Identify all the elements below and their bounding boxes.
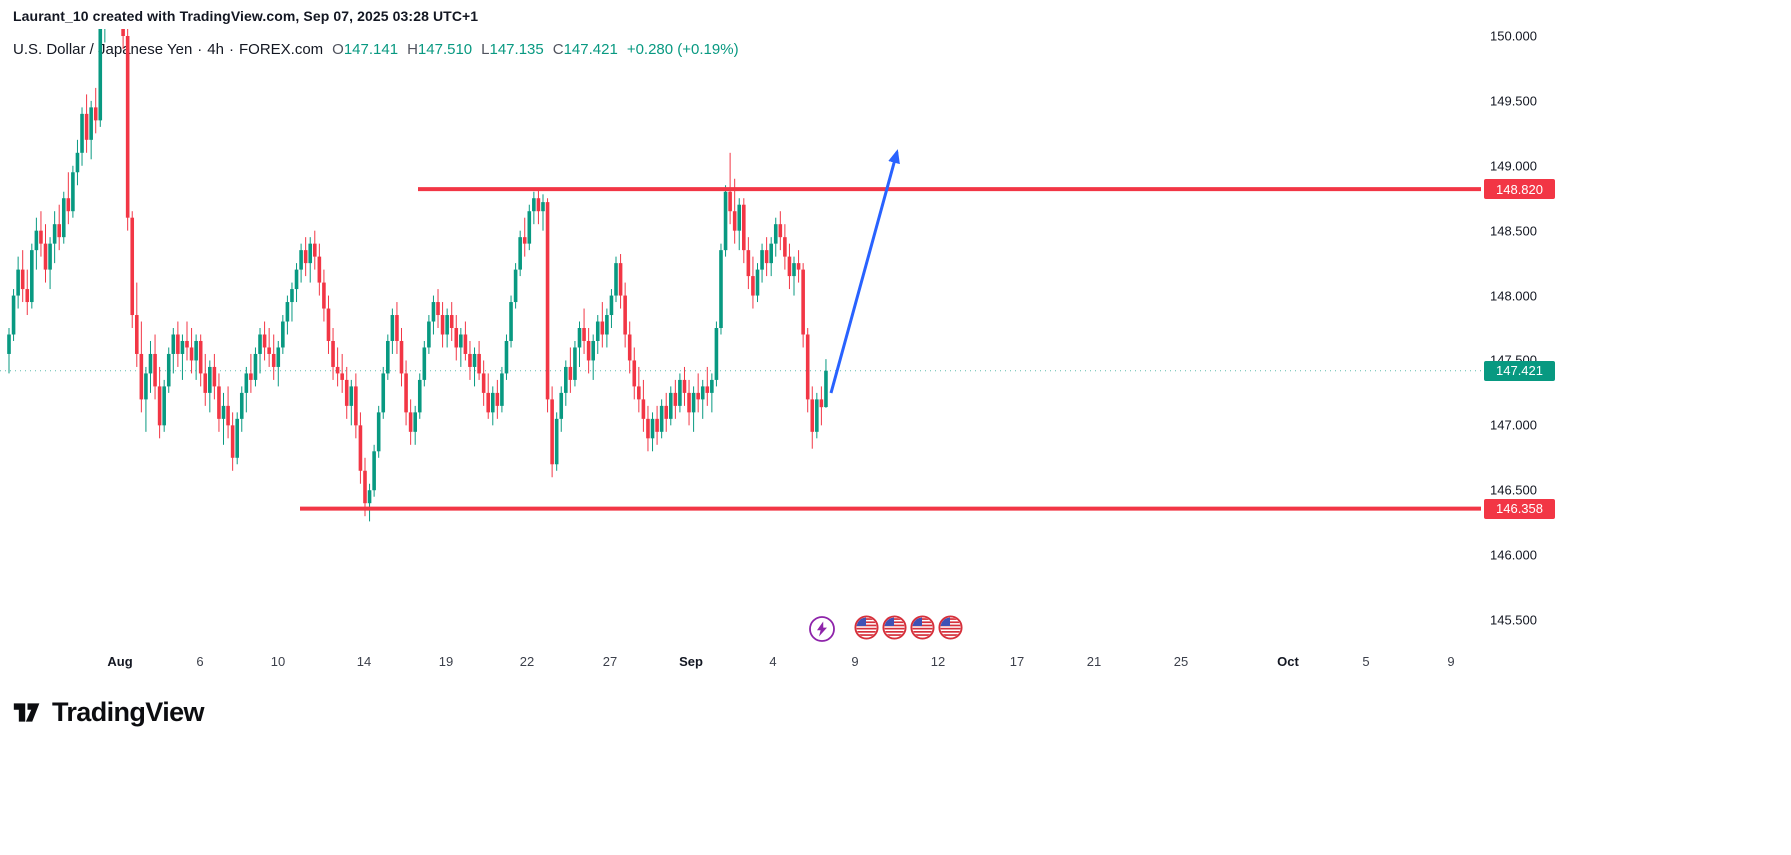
- time-tick-19: 19: [438, 654, 454, 669]
- price-tick: 149.000: [1490, 158, 1537, 174]
- time-tick-9: 9: [1447, 654, 1455, 669]
- ohlc-open: O147.141: [332, 41, 398, 58]
- time-tick-10: 10: [270, 654, 286, 669]
- time-tick-21: 21: [1086, 654, 1102, 669]
- price-chart-canvas[interactable]: [0, 0, 1791, 690]
- interval-label[interactable]: 4h: [207, 41, 224, 58]
- time-tick-12: 12: [930, 654, 946, 669]
- ohlc-high: H147.510: [407, 41, 472, 58]
- time-tick-5: 5: [1362, 654, 1370, 669]
- high-label: H: [407, 41, 418, 58]
- low-label: L: [481, 41, 490, 58]
- price-axis[interactable]: 150.000149.500149.000148.500148.000147.5…: [1484, 0, 1574, 690]
- us-flag-event-icon[interactable]: [882, 615, 910, 643]
- high-value: 147.510: [417, 41, 473, 58]
- event-markers-row: [0, 615, 1480, 645]
- symbol-title[interactable]: U.S. Dollar / Japanese Yen: [13, 41, 193, 58]
- time-tick-25: 25: [1173, 654, 1189, 669]
- ohlc-close: C147.421: [553, 41, 618, 58]
- time-tick-14: 14: [356, 654, 372, 669]
- price-label-146.358: 146.358: [1484, 498, 1555, 519]
- open-value: 147.141: [343, 41, 399, 58]
- price-tick: 146.000: [1490, 547, 1537, 563]
- price-tick: 148.500: [1490, 223, 1537, 239]
- ohlc-low: L147.135: [481, 41, 544, 58]
- close-label: C: [552, 41, 564, 58]
- time-tick-Sep: Sep: [679, 654, 703, 669]
- price-tick: 150.000: [1490, 28, 1537, 44]
- exchange-label[interactable]: FOREX.com: [238, 41, 324, 58]
- time-tick-6: 6: [196, 654, 204, 669]
- snapshot-watermark: Laurant_10 created with TradingView.com,…: [13, 8, 479, 24]
- time-tick-27: 27: [602, 654, 618, 669]
- lightning-event-icon[interactable]: [808, 615, 836, 643]
- price-tick: 148.000: [1490, 288, 1537, 304]
- open-label: O: [332, 41, 344, 58]
- time-axis[interactable]: Aug 6 10 14 19 22 27 Sep 4 9 12 17 21 25 Oct 5 9: [0, 648, 1480, 676]
- price-label-147.421: 147.421: [1484, 360, 1555, 381]
- time-tick-22: 22: [519, 654, 535, 669]
- time-tick-17: 17: [1009, 654, 1025, 669]
- trend-arrow[interactable]: [829, 149, 900, 394]
- tradingview-logo-text: TradingView: [52, 697, 205, 727]
- price-label-148.820: 148.820: [1484, 179, 1555, 200]
- tradingview-logo[interactable]: TradingView: [12, 697, 205, 728]
- price-tick: 147.000: [1490, 417, 1537, 433]
- change-value: +0.280 (+0.19%): [626, 41, 739, 58]
- us-flag-event-icon[interactable]: [854, 615, 882, 643]
- time-tick-9: 9: [851, 654, 859, 669]
- separator-dot: ·: [228, 41, 234, 58]
- price-tick: 146.500: [1490, 482, 1537, 498]
- symbol-legend: U.S. Dollar / Japanese Yen · 4h · FOREX.com O…: [13, 41, 739, 58]
- time-tick-4: 4: [769, 654, 777, 669]
- time-tick-Aug: Aug: [107, 654, 133, 669]
- tradingview-logo-icon: [12, 697, 43, 728]
- price-tick: 145.500: [1490, 612, 1537, 628]
- us-flag-event-icon[interactable]: [910, 615, 938, 643]
- candles-series: [7, 29, 828, 522]
- price-tick: 149.500: [1490, 93, 1537, 109]
- time-tick-Oct: Oct: [1277, 654, 1299, 669]
- us-flag-event-icon[interactable]: [938, 615, 966, 643]
- close-value: 147.421: [563, 41, 618, 58]
- low-value: 147.135: [489, 41, 544, 58]
- separator-dot: ·: [197, 41, 203, 58]
